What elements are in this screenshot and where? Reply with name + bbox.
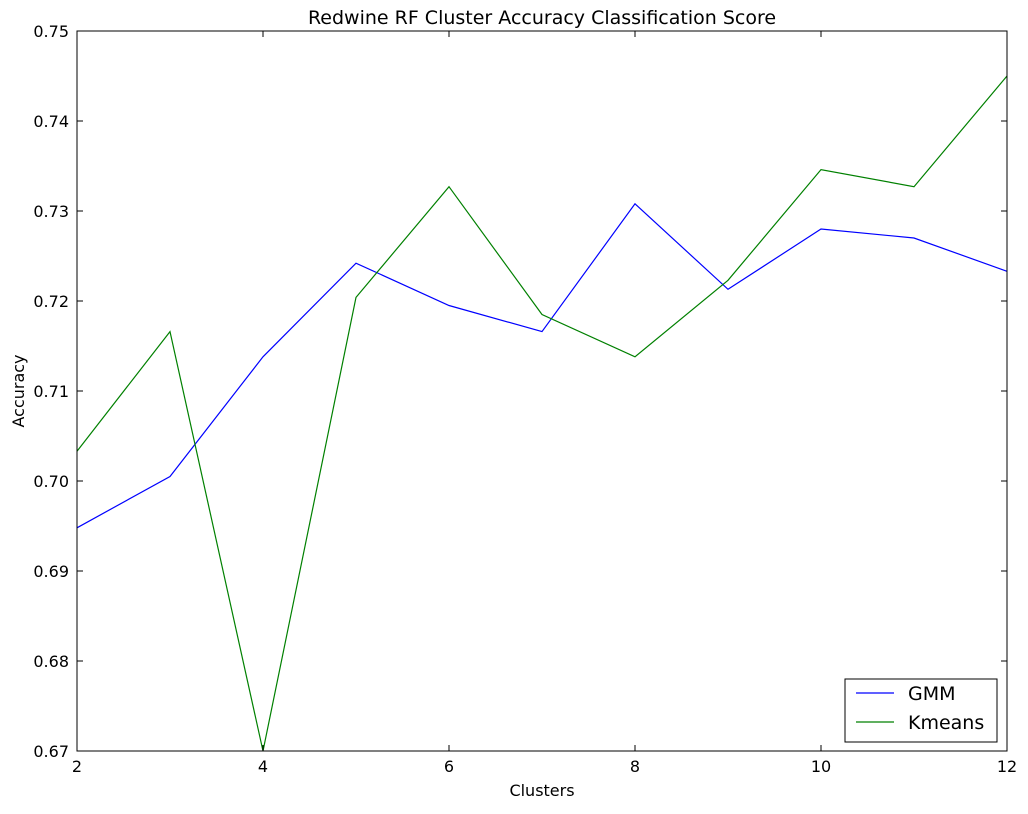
data-point-gmm [819, 227, 823, 231]
x-tick-label: 6 [444, 757, 454, 776]
series-layer [76, 75, 1008, 752]
data-point-kmeans [912, 185, 916, 189]
data-point-kmeans [819, 168, 823, 172]
y-tick-label: 0.67 [33, 742, 69, 761]
legend-box [844, 678, 998, 743]
legend-label-gmm: GMM [908, 683, 956, 705]
data-point-gmm [168, 475, 172, 479]
data-point-gmm [726, 287, 730, 291]
y-tick-label: 0.70 [33, 472, 69, 491]
data-point-kmeans [354, 295, 358, 299]
y-tick-label: 0.72 [33, 292, 69, 311]
y-tick-label: 0.71 [33, 382, 69, 401]
x-tick-label: 8 [630, 757, 640, 776]
data-point-gmm [633, 202, 637, 206]
x-tick-label: 12 [997, 757, 1017, 776]
series-line-gmm [76, 202, 1008, 529]
y-tick-label: 0.68 [33, 652, 69, 671]
data-point-gmm [447, 304, 451, 308]
x-axis-label: Clusters [509, 781, 574, 800]
y-axis-label: Accuracy [9, 354, 28, 427]
x-tick-label: 10 [811, 757, 831, 776]
data-point-gmm [540, 330, 544, 334]
data-point-gmm [354, 261, 358, 265]
y-tick-label: 0.74 [33, 112, 69, 131]
y-tick-label: 0.73 [33, 202, 69, 221]
data-point-gmm [261, 355, 265, 359]
chart-title: Redwine RF Cluster Accuracy Classificati… [308, 7, 776, 29]
data-point-kmeans [447, 185, 451, 189]
x-tick-label: 2 [72, 757, 82, 776]
data-point-kmeans [726, 278, 730, 282]
legend-label-kmeans: Kmeans [908, 712, 984, 734]
y-axis-ticks: 0.67 0.68 0.69 0.70 0.71 0.72 0.73 0.74 0.75 [33, 22, 1007, 761]
x-axis-ticks: 2 4 6 8 10 12 [72, 31, 1017, 776]
plot-area-frame [76, 30, 1008, 752]
y-tick-label: 0.69 [33, 562, 69, 581]
data-point-kmeans [633, 355, 637, 359]
x-tick-label: 4 [258, 757, 268, 776]
series-line-kmeans [76, 75, 1008, 752]
data-point-kmeans [168, 330, 172, 334]
data-point-gmm [912, 236, 916, 240]
y-tick-label: 0.75 [33, 22, 69, 41]
data-point-kmeans [540, 313, 544, 317]
legend: GMM Kmeans [844, 678, 998, 743]
